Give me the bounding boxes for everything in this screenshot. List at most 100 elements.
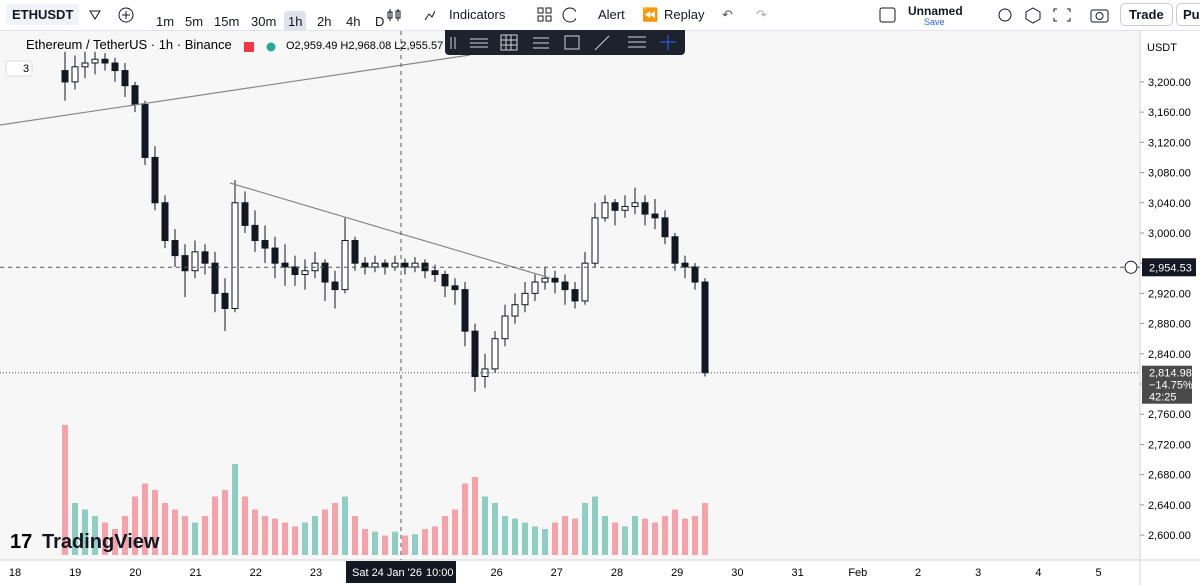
volume-bar: [372, 531, 378, 555]
save[interactable]: Save: [924, 17, 945, 27]
candle-body: [241, 202, 249, 226]
time-label: Feb: [848, 567, 867, 579]
price-tick-label: 3,120.00: [1148, 137, 1191, 149]
price-tick-label: 2,640.00: [1148, 500, 1191, 512]
current-change: −14.75%: [1149, 380, 1193, 392]
volume-bar: [472, 477, 478, 555]
volume-bar: [542, 529, 548, 555]
layout-icon: [879, 7, 896, 23]
interval[interactable]: 2h: [317, 14, 332, 29]
volume-bar: [262, 516, 268, 555]
candle-body: [271, 247, 279, 264]
interval[interactable]: 5m: [185, 14, 204, 29]
candle-body: [441, 274, 449, 287]
candle-body: [641, 202, 649, 215]
volume-bar: [492, 503, 498, 555]
trend-line[interactable]: [0, 54, 471, 126]
candle-body: [201, 251, 209, 264]
interval[interactable]: 30m: [251, 14, 277, 29]
trend-line[interactable]: [229, 182, 551, 279]
interval[interactable]: D: [375, 14, 385, 29]
candle-body: [591, 217, 599, 264]
candle-body: [521, 292, 529, 306]
candle-body: [481, 368, 489, 377]
price-tick-label: 3,160.00: [1148, 107, 1191, 119]
publish-button[interactable]: Pu: [1176, 3, 1200, 26]
redo[interactable]: ↷: [756, 7, 767, 22]
layout-name[interactable]: Unnamed: [908, 4, 963, 18]
volume-bar: [632, 516, 638, 555]
trade-button[interactable]: Trade: [1120, 3, 1173, 26]
badge: [244, 42, 254, 52]
volume-bar: [102, 522, 108, 555]
candle-body: [461, 289, 469, 332]
indicators[interactable]: Indicators: [449, 7, 506, 22]
volume-bar: [612, 522, 618, 555]
collapse-button[interactable]: [5, 60, 33, 77]
time-label: 5: [1096, 567, 1102, 579]
candle-body: [541, 277, 549, 283]
volume-bar: [182, 516, 188, 555]
price-tick-label: 3,080.00: [1148, 168, 1191, 180]
plot-bg: [0, 31, 1140, 560]
volume-bar: [362, 529, 368, 555]
currency[interactable]: USDT: [1147, 42, 1177, 54]
price-tick-label: 2,760.00: [1148, 409, 1191, 421]
replay[interactable]: Replay: [664, 7, 705, 22]
crosshair-time: 10:00: [426, 567, 454, 579]
volume-bar: [212, 496, 218, 555]
candle-body: [611, 202, 619, 211]
symbol[interactable]: ETHUSDT: [6, 4, 80, 25]
time-label: 22: [250, 567, 262, 579]
price-tick-label: 3,000.00: [1148, 228, 1191, 240]
volume-bar: [222, 490, 228, 555]
interval[interactable]: 15m: [214, 14, 240, 29]
volume-bar: [602, 516, 608, 555]
crosshair-price-bg: [1142, 258, 1196, 277]
volume-bar: [352, 516, 358, 555]
time-label: 2: [915, 567, 921, 579]
volume-bar: [522, 522, 528, 555]
current-price-bg: [1142, 365, 1192, 404]
volume-bar: [242, 496, 248, 555]
candle-body: [601, 202, 609, 219]
undo[interactable]: ↶: [722, 7, 733, 22]
volume-bar: [582, 503, 588, 555]
volume-bar: [322, 509, 328, 555]
candle-body: [491, 338, 499, 370]
price-tick-label: 2,880.00: [1148, 319, 1191, 331]
watermark-logo: 17: [10, 531, 32, 553]
replay-icon: ⏪: [642, 7, 659, 22]
candle-body: [451, 285, 459, 291]
candle-body: [321, 262, 329, 283]
collapsed-count: 3: [23, 63, 29, 75]
time-label: 31: [791, 567, 803, 579]
interval[interactable]: 4h: [346, 14, 361, 29]
candle-body: [681, 262, 689, 268]
candle-body: [251, 224, 259, 242]
candle-body: [301, 270, 309, 276]
drawing-tools: [450, 34, 676, 51]
volume-bar: [342, 496, 348, 555]
volume-bar: [92, 516, 98, 555]
candle-body: [631, 202, 639, 208]
volume-bar: [422, 529, 428, 555]
alert[interactable]: Alert: [598, 7, 625, 22]
volume-bar: [122, 516, 128, 555]
candle-body: [431, 270, 439, 276]
add-alert: [1124, 260, 1138, 274]
volume-bar: [682, 518, 688, 555]
volume-bar: [82, 509, 88, 555]
volume-bar: [202, 516, 208, 555]
volume-bar: [312, 516, 318, 555]
candle-body: [621, 206, 629, 211]
price-tick-label: 3,200.00: [1148, 77, 1191, 89]
candle-body: [211, 262, 219, 294]
volume-bar: [452, 509, 458, 555]
interval[interactable]: 1h: [284, 11, 307, 32]
price-axis-bg: [1140, 31, 1200, 585]
volume-bar: [622, 526, 628, 555]
interval[interactable]: 1m: [156, 14, 175, 29]
volume-bar: [172, 509, 178, 555]
candle-body: [381, 262, 389, 268]
